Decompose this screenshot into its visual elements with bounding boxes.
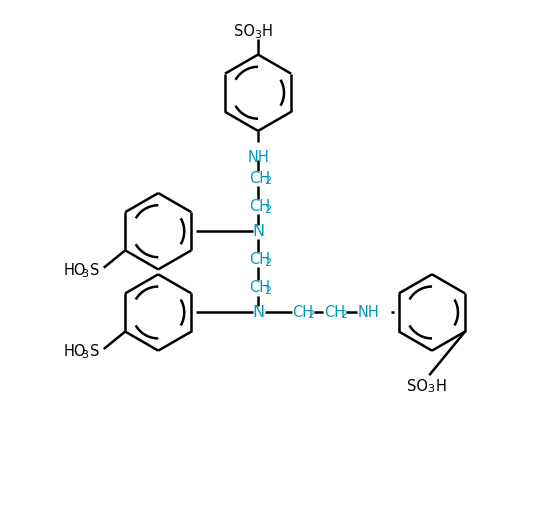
Text: CH: CH: [249, 252, 270, 267]
Text: 2: 2: [264, 205, 272, 215]
Text: 3: 3: [253, 30, 261, 40]
Text: S: S: [90, 263, 100, 278]
Text: N: N: [252, 224, 264, 239]
Text: CH: CH: [249, 171, 270, 186]
Text: H: H: [436, 379, 447, 394]
Text: CH: CH: [325, 305, 345, 320]
Text: S: S: [90, 344, 100, 359]
Text: 2: 2: [264, 286, 272, 296]
Text: 2: 2: [340, 311, 347, 321]
Text: HO: HO: [64, 344, 87, 359]
Text: NH: NH: [247, 150, 269, 165]
Text: CH: CH: [249, 280, 270, 295]
Text: 3: 3: [81, 269, 88, 279]
Text: CH: CH: [249, 199, 270, 214]
Text: HO: HO: [64, 263, 87, 278]
Text: 2: 2: [307, 311, 315, 321]
Text: 3: 3: [428, 385, 435, 394]
Text: 2: 2: [264, 176, 272, 186]
Text: NH: NH: [357, 305, 379, 320]
Text: H: H: [262, 24, 273, 39]
Text: SO: SO: [407, 379, 429, 394]
Text: 3: 3: [81, 350, 88, 360]
Text: CH: CH: [292, 305, 313, 320]
Text: 2: 2: [264, 258, 272, 268]
Text: SO: SO: [234, 24, 255, 39]
Text: N: N: [252, 305, 264, 320]
